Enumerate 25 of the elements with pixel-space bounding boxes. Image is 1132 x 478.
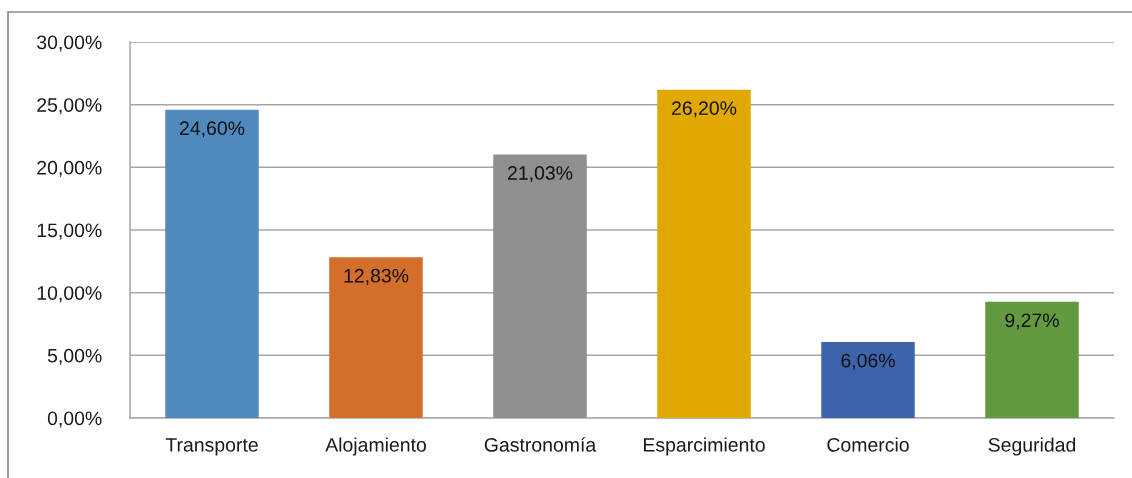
bar [165,109,259,418]
bar [329,257,423,418]
y-tick-label: 25,00% [37,98,102,115]
data-label: 9,27% [1005,313,1059,330]
bar [985,301,1079,418]
data-label: 21,03% [508,166,573,183]
data-label: 6,06% [841,353,895,370]
y-tick-label: 5,00% [47,348,102,365]
y-tick-label: 15,00% [37,223,102,240]
y-tick-label: 0,00% [47,411,102,428]
x-tick-label: Transporte [165,438,258,456]
x-tick-label: Esparcimiento [644,437,765,456]
data-label: 24,60% [180,121,245,138]
x-tick-label: Gastronomía [484,437,597,452]
data-label: 12,83% [344,268,409,285]
y-tick-label: 20,00% [37,160,102,177]
bar [493,154,587,418]
y-tick-label: 10,00% [37,286,102,303]
bar [657,89,751,418]
bar [821,342,915,418]
y-tick-label: 30,00% [37,35,102,52]
x-tick-label: Alojamiento [325,437,426,456]
x-tick-label: Seguridad [988,437,1076,456]
data-label: 26,20% [672,101,737,118]
x-tick-label: Comercio [827,437,909,452]
